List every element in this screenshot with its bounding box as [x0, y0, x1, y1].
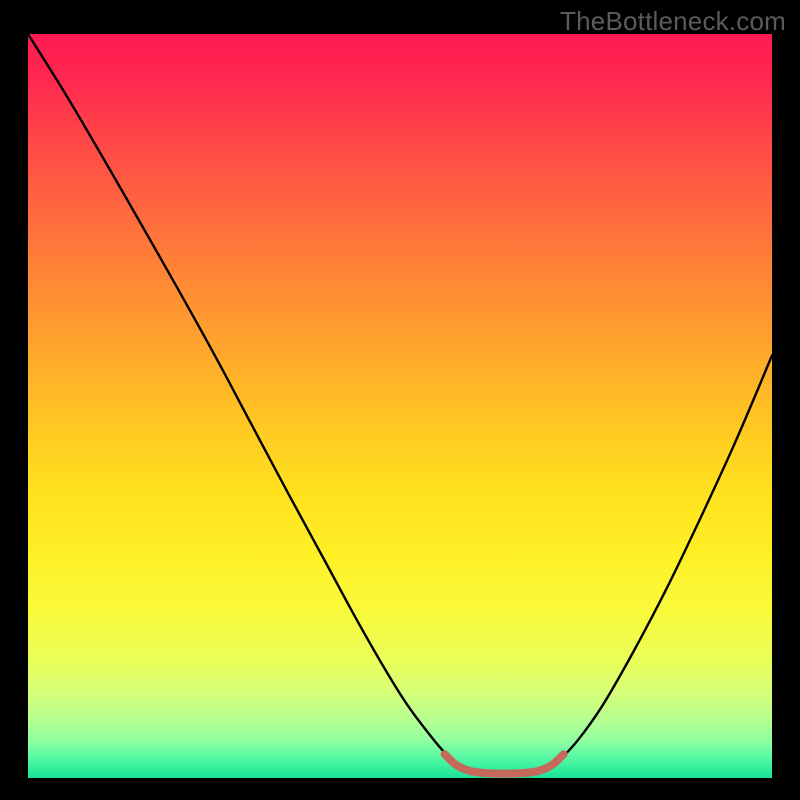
chart-frame: [28, 34, 772, 778]
chart-main-curve: [28, 34, 772, 774]
chart-curve-layer: [28, 34, 772, 778]
chart-bottom-mark: [445, 754, 564, 773]
watermark-text: TheBottleneck.com: [560, 6, 786, 37]
chart-plot-area: [28, 34, 772, 778]
